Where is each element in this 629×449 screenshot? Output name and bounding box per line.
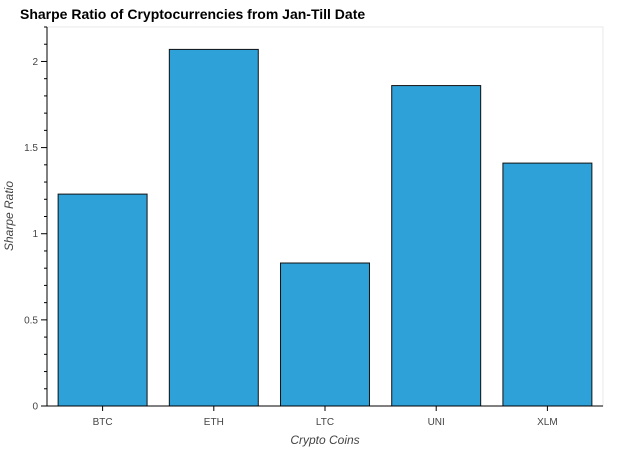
x-tick-label-uni: UNI [428, 417, 445, 428]
y-tick-label: 0.5 [24, 315, 38, 326]
y-tick-label: 1 [32, 229, 38, 240]
y-tick-label: 2 [32, 57, 38, 68]
y-axis-title: Sharpe Ratio [2, 181, 16, 251]
bar-eth [168, 48, 259, 407]
bar-btc [57, 193, 148, 407]
chart-title: Sharpe Ratio of Cryptocurrencies from Ja… [20, 6, 366, 22]
y-tick-label: 1.5 [24, 143, 38, 154]
x-tick-label-xlm: XLM [537, 417, 558, 428]
x-axis: BTC ETH LTC UNI XLM [47, 405, 603, 428]
y-axis: 0 0.5 1 1.5 2 [24, 26, 48, 413]
x-tick-label-ltc: LTC [316, 417, 334, 428]
bars-group [57, 48, 593, 407]
y-tick-label: 0 [32, 402, 38, 413]
x-tick-label-eth: ETH [204, 417, 224, 428]
bar-uni [391, 85, 482, 407]
x-axis-title: Crypto Coins [290, 433, 359, 447]
bar-ltc [280, 262, 370, 407]
x-tick-label-btc: BTC [93, 417, 113, 428]
bar-xlm [502, 162, 593, 407]
